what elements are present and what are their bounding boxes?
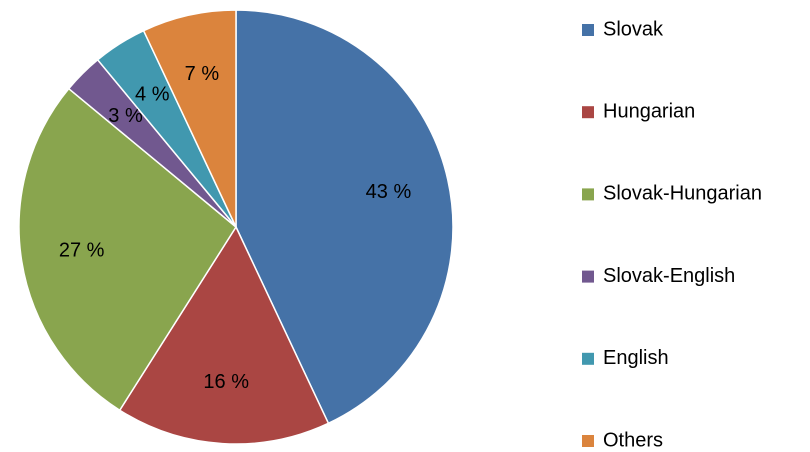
data-label: 27 % [59,240,105,262]
pie-slice [118,225,330,445]
data-label: 7 % [185,63,220,85]
data-label: 43 % [366,181,412,203]
legend-label: Others [603,429,663,451]
pie-slice [18,87,237,412]
legend-swatch [582,352,594,365]
legend-label: Slovak-English [603,265,735,287]
legend-swatch [582,24,594,36]
legend-swatch [582,435,594,447]
legend-swatch [582,270,594,283]
legend-label: English [603,347,669,369]
legend-swatch [582,106,594,119]
legend-swatch [582,188,594,201]
data-label: 3 % [108,105,143,127]
legend-label: Hungarian [603,100,695,122]
legend-label: Slovak-Hungarian [603,183,762,205]
pie-slice [235,9,454,425]
data-label: 4 % [135,83,170,105]
data-label: 16 % [203,371,249,393]
pie-slice [142,9,237,228]
legend-label: Slovak [603,18,664,40]
